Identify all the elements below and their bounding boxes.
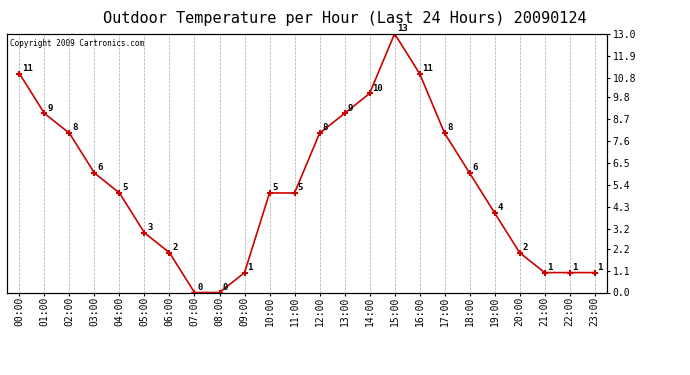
- Text: 13: 13: [397, 24, 408, 33]
- Text: 10: 10: [373, 84, 383, 93]
- Text: 1: 1: [573, 263, 578, 272]
- Text: 1: 1: [598, 263, 603, 272]
- Text: 6: 6: [97, 163, 103, 172]
- Text: Outdoor Temperature per Hour (Last 24 Hours) 20090124: Outdoor Temperature per Hour (Last 24 Ho…: [104, 11, 586, 26]
- Text: 2: 2: [522, 243, 528, 252]
- Text: 8: 8: [322, 123, 328, 132]
- Text: 1: 1: [547, 263, 553, 272]
- Text: 11: 11: [422, 64, 433, 73]
- Text: 5: 5: [273, 183, 277, 192]
- Text: 0: 0: [222, 283, 228, 292]
- Text: 8: 8: [72, 123, 77, 132]
- Text: 1: 1: [247, 263, 253, 272]
- Text: 9: 9: [347, 104, 353, 112]
- Text: 5: 5: [297, 183, 303, 192]
- Text: 2: 2: [172, 243, 177, 252]
- Text: 9: 9: [47, 104, 52, 112]
- Text: 6: 6: [473, 163, 477, 172]
- Text: 8: 8: [447, 123, 453, 132]
- Text: Copyright 2009 Cartronics.com: Copyright 2009 Cartronics.com: [10, 39, 144, 48]
- Text: 0: 0: [197, 283, 203, 292]
- Text: 4: 4: [497, 203, 503, 212]
- Text: 11: 11: [22, 64, 33, 73]
- Text: 5: 5: [122, 183, 128, 192]
- Text: 3: 3: [147, 223, 152, 232]
